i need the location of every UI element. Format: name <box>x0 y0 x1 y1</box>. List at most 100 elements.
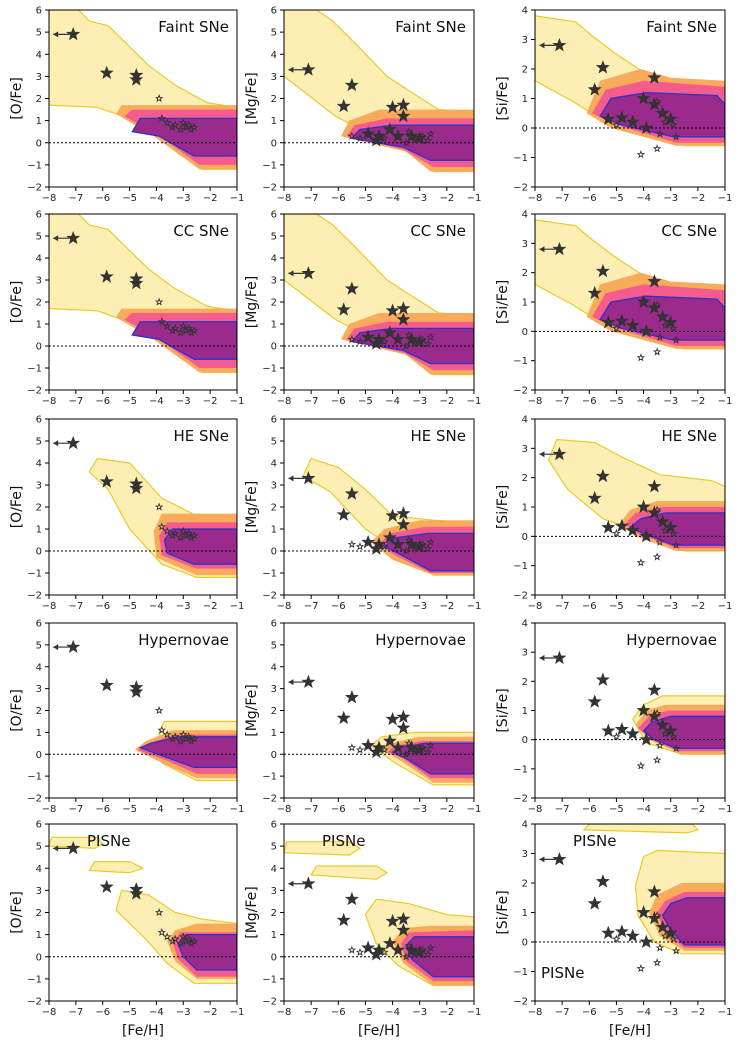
y-tick-label: −1 <box>27 569 42 580</box>
y-tick-label: 4 <box>36 459 42 470</box>
model-region-core <box>131 321 237 360</box>
y-tick-label: 6 <box>36 415 42 426</box>
x-tick-label: −4 <box>149 601 164 612</box>
observed-star-small <box>355 542 365 551</box>
observed-star-big <box>336 912 351 927</box>
x-tick-label: −6 <box>331 396 346 407</box>
x-tick-label: −8 <box>528 1007 543 1018</box>
observed-star-big <box>601 723 616 737</box>
observed-star-big <box>129 275 144 290</box>
observed-star-small <box>652 958 662 967</box>
x-tick-label: −2 <box>690 396 705 407</box>
x-tick-label: −3 <box>176 804 191 815</box>
observed-star-big <box>647 70 662 84</box>
observed-star-small <box>355 133 365 142</box>
y-tick-label: 0 <box>36 547 42 558</box>
y-tick-label: 6 <box>271 619 277 630</box>
y-axis-label: [Si/Fe] <box>495 280 511 324</box>
y-tick-label: 1 <box>271 728 277 739</box>
observed-star-small <box>168 531 177 540</box>
x-tick-label: −1 <box>230 804 245 815</box>
x-tick-label: −3 <box>176 601 191 612</box>
limit-arrow-head <box>288 66 294 73</box>
observed-star-big <box>396 911 411 926</box>
observed-star-big <box>66 840 81 855</box>
observed-star-small <box>652 552 662 561</box>
panel-title: PISNe <box>322 832 365 850</box>
panel-si-5: −8 −7 −6 −5 −4 −3 −2 −1 −2 −1 0 1 2 3 4 [Si/Fe] PISNe [Fe… <box>495 820 732 1040</box>
y-tick-label: −2 <box>27 386 42 397</box>
panel-title: CC SNe <box>661 222 717 240</box>
observed-star-big <box>595 468 610 483</box>
y-tick-label: 2 <box>522 268 528 279</box>
observed-star-big <box>369 133 384 147</box>
plot-area <box>284 214 474 376</box>
y-tick-label: 6 <box>271 415 277 426</box>
panel-o-1: −8 −7 −6 −5 −4 −3 −2 −1 −2 −1 0 1 2 3 4 5 6 [O/Fe] Faint S… <box>9 6 244 205</box>
x-tick-label: −5 <box>122 804 137 815</box>
y-axis-label: [O/Fe] <box>9 891 25 934</box>
x-tick-label: −4 <box>385 396 400 407</box>
x-tick-label: −5 <box>358 601 373 612</box>
x-tick-label: −5 <box>609 193 624 204</box>
observed-star-small <box>189 531 199 540</box>
observed-star-small <box>162 932 172 941</box>
y-tick-label: −2 <box>262 591 277 602</box>
y-tick-label: 4 <box>271 662 277 673</box>
plot-area <box>535 219 725 362</box>
x-tick-label: −7 <box>304 601 319 612</box>
x-tick-label: −7 <box>555 396 570 407</box>
y-tick-label: 4 <box>522 820 528 831</box>
y-tick-label: 2 <box>271 503 277 514</box>
panel-title: Faint SNe <box>646 18 717 36</box>
observed-star-small <box>178 321 188 330</box>
y-tick-label: 3 <box>522 239 528 250</box>
x-tick-label: −7 <box>68 193 83 204</box>
observed-star-big <box>647 911 662 925</box>
observed-star-big <box>625 726 640 740</box>
observed-star-big <box>301 876 316 890</box>
observed-star-big <box>301 266 316 280</box>
x-tick-label: −2 <box>690 804 705 815</box>
y-tick-label: −2 <box>262 997 277 1008</box>
x-tick-label: −2 <box>690 1007 705 1018</box>
observed-star-big <box>636 499 651 514</box>
plot-area <box>535 824 725 973</box>
y-tick-label: 2 <box>522 879 528 890</box>
x-tick-label: −2 <box>690 193 705 204</box>
observed-star-small <box>636 963 646 973</box>
observed-star-big <box>639 934 654 949</box>
y-axis-label: [O/Fe] <box>9 689 25 732</box>
y-tick-label: 0 <box>36 342 42 353</box>
observed-star-big <box>636 905 651 919</box>
limit-arrow-head <box>539 856 545 863</box>
y-tick-label: 5 <box>271 232 277 243</box>
x-tick-label: −5 <box>609 396 624 407</box>
x-tick-label: −5 <box>122 396 137 407</box>
plot-area <box>284 10 474 173</box>
observed-star-small <box>669 323 678 333</box>
x-tick-label: −7 <box>304 804 319 815</box>
x-tick-label: −4 <box>149 396 164 407</box>
y-tick-label: −2 <box>27 183 42 194</box>
observed-star-big <box>396 97 411 112</box>
observed-star-big <box>390 942 406 957</box>
panel-title: HE SNe <box>174 427 230 445</box>
observed-star-small <box>418 334 427 344</box>
y-tick-label: −1 <box>262 160 277 171</box>
observed-star-big <box>66 435 81 450</box>
x-tick-label: −4 <box>385 804 400 815</box>
y-tick-label: 6 <box>36 6 42 17</box>
observed-star-small <box>409 949 419 959</box>
x-tick-label: −6 <box>95 804 110 815</box>
observed-star-small <box>655 537 665 546</box>
observed-star-big <box>336 98 351 113</box>
observed-star-small <box>652 144 662 153</box>
y-tick-label: 1 <box>271 116 277 127</box>
x-tick-label: −1 <box>467 601 482 612</box>
observed-star-small <box>652 300 662 309</box>
observed-star-big <box>601 111 616 126</box>
observed-star-small <box>401 546 411 555</box>
observed-star-small <box>426 332 435 341</box>
